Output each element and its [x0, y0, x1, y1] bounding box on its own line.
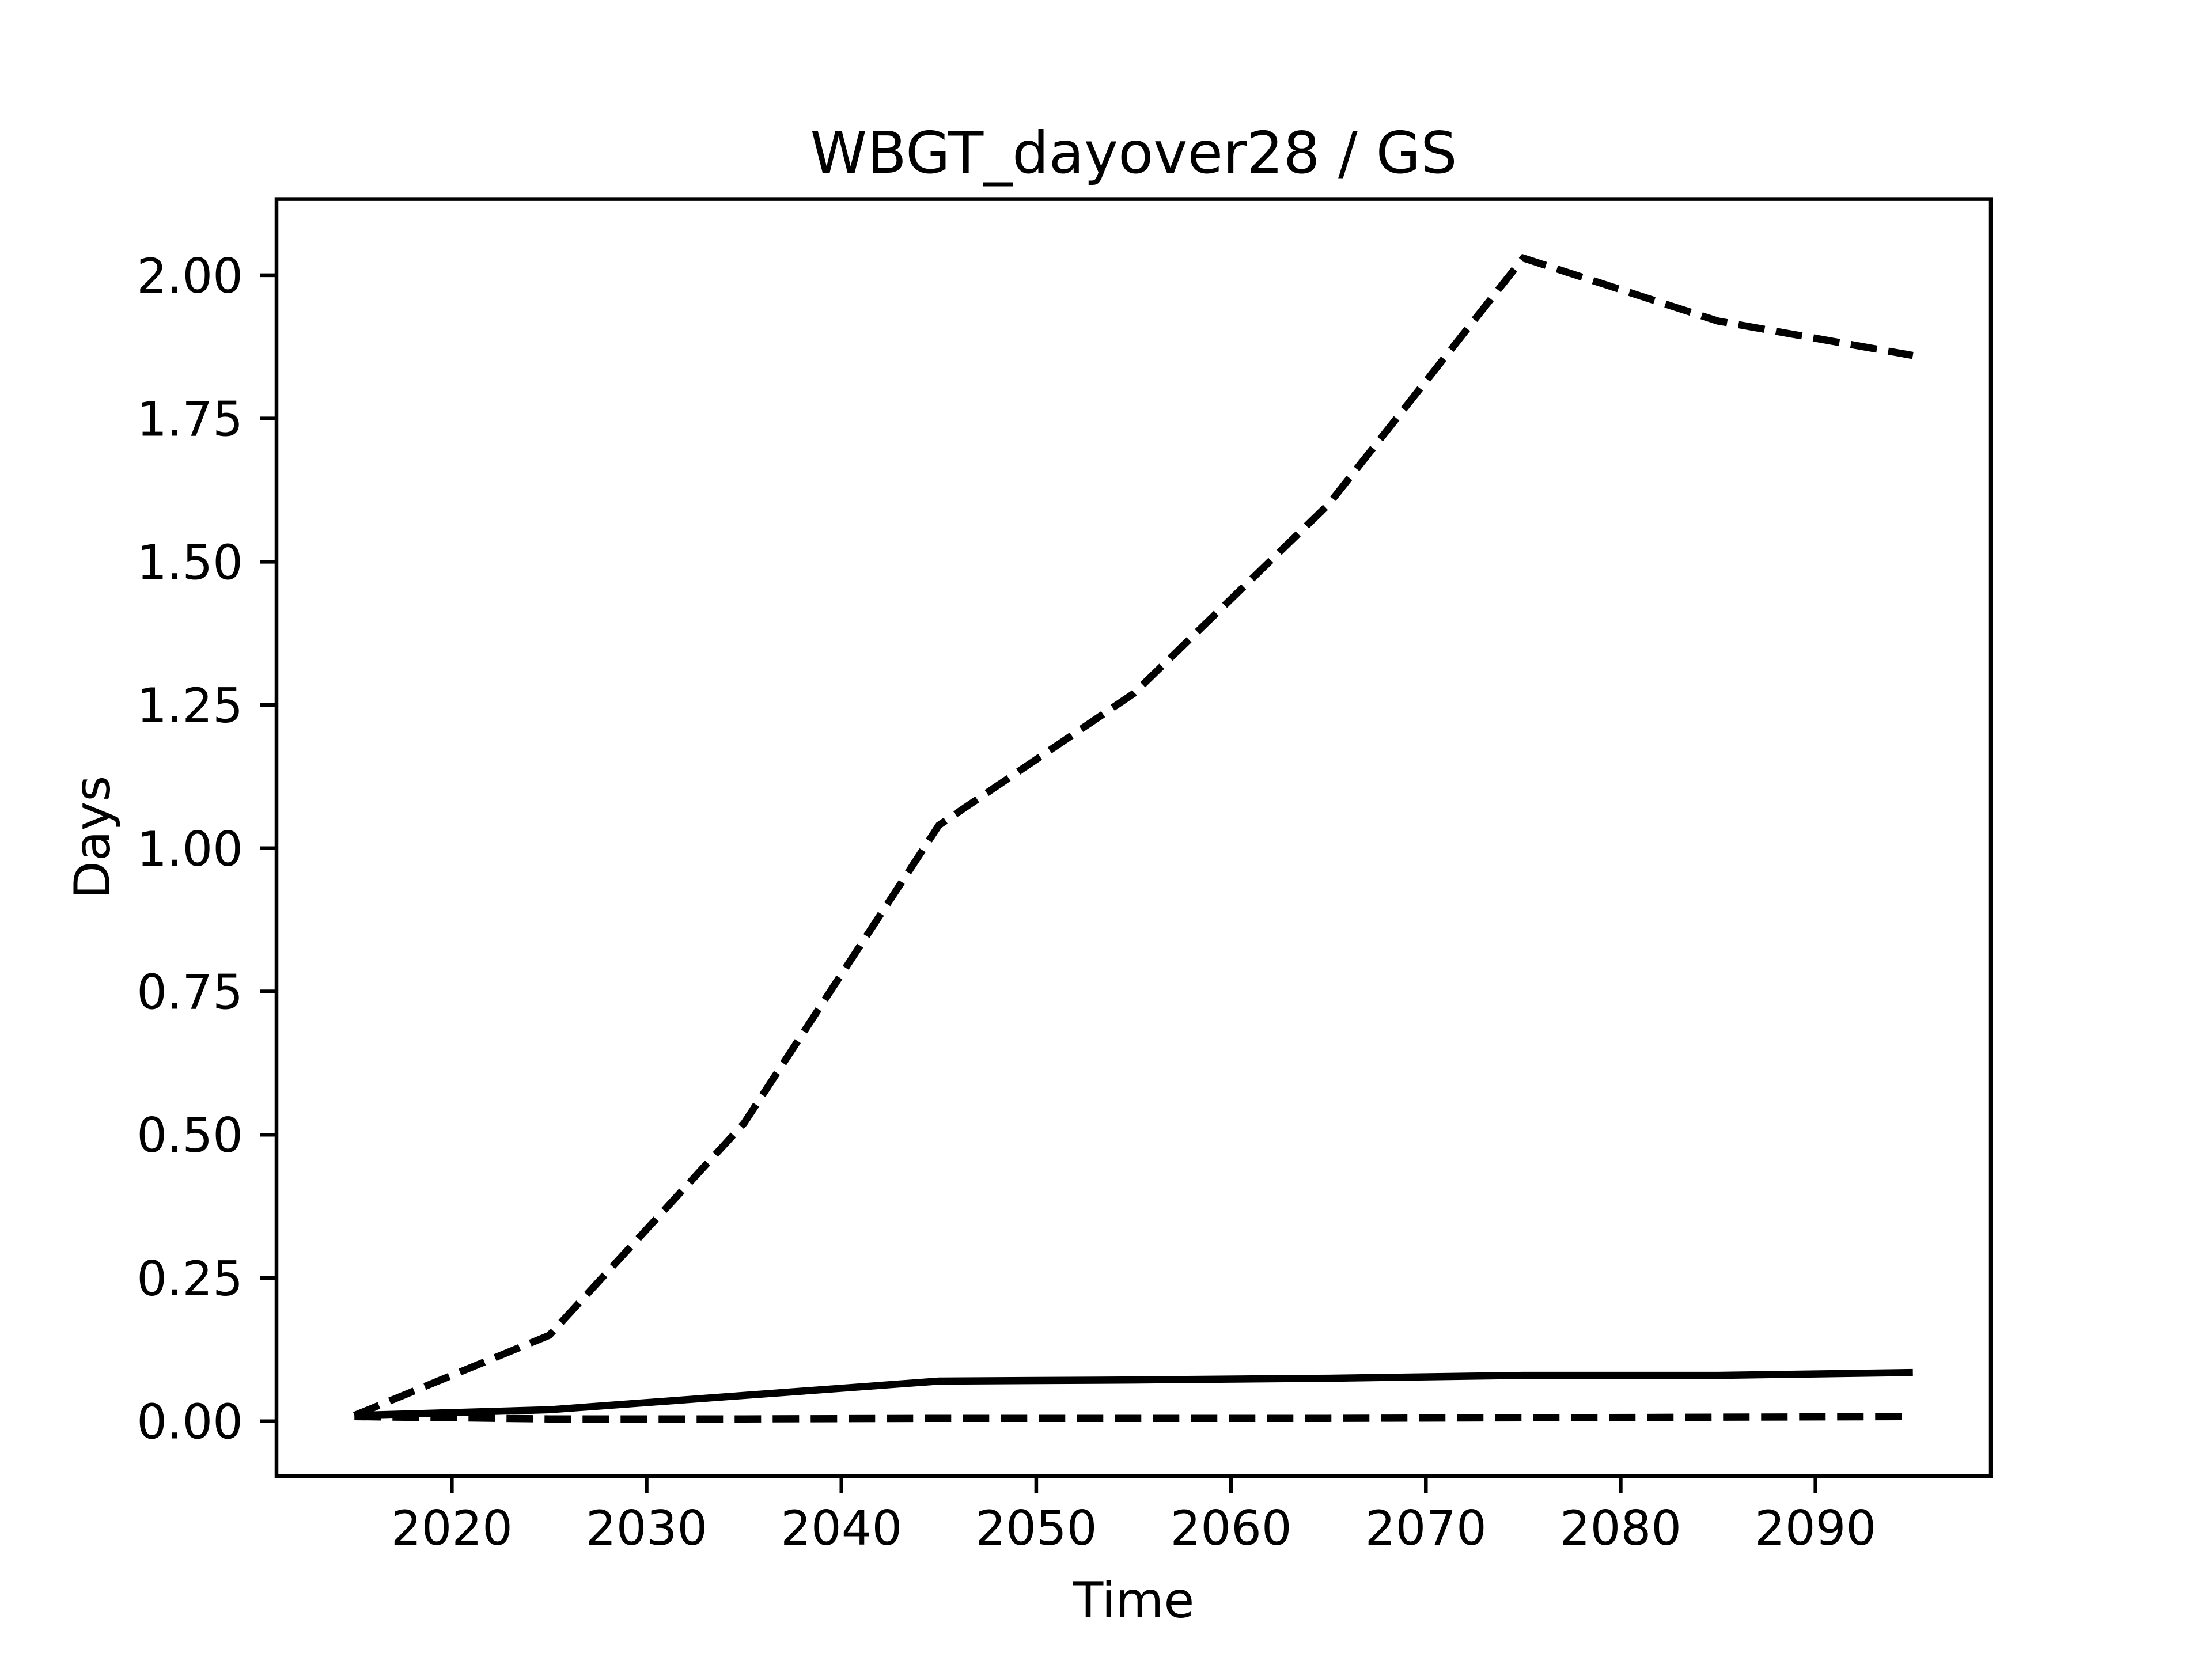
x-tick-label: 2060	[1170, 1500, 1291, 1556]
y-tick-label: 0.75	[137, 965, 243, 1021]
chart-title: WBGT_dayover28 / GS	[810, 119, 1457, 187]
plot-area: 2020 2030 2040 2050 2060 2070 2080 2090 0.00 0.25…	[137, 197, 1993, 1556]
y-axis-label: Days	[64, 776, 122, 900]
solid-line	[354, 1368, 1913, 1419]
y-tick-label: 1.00	[137, 821, 243, 877]
axes-spines	[274, 197, 1993, 1478]
y-tick-label: 2.00	[137, 248, 243, 304]
y-tick-label: 1.50	[137, 534, 243, 590]
lower-dashed-line	[354, 1413, 1913, 1423]
y-tick-label: 0.00	[137, 1394, 243, 1450]
y-tick-label: 0.50	[137, 1108, 243, 1163]
y-tick-label: 0.25	[137, 1251, 243, 1307]
x-tick-label: 2070	[1365, 1500, 1487, 1556]
y-tick-label: 1.25	[137, 678, 243, 734]
x-tick-label: 2080	[1560, 1500, 1681, 1556]
x-tick-label: 2050	[975, 1500, 1097, 1556]
upper-dashed-line	[353, 253, 1914, 1419]
y-tick-label: 1.75	[137, 392, 243, 448]
x-tick-label: 2030	[586, 1500, 707, 1556]
x-tick-label: 2020	[391, 1500, 513, 1556]
x-tick-label: 2040	[781, 1500, 902, 1556]
x-axis-label: Time	[1073, 1572, 1194, 1629]
x-tick-label: 2090	[1755, 1500, 1876, 1556]
